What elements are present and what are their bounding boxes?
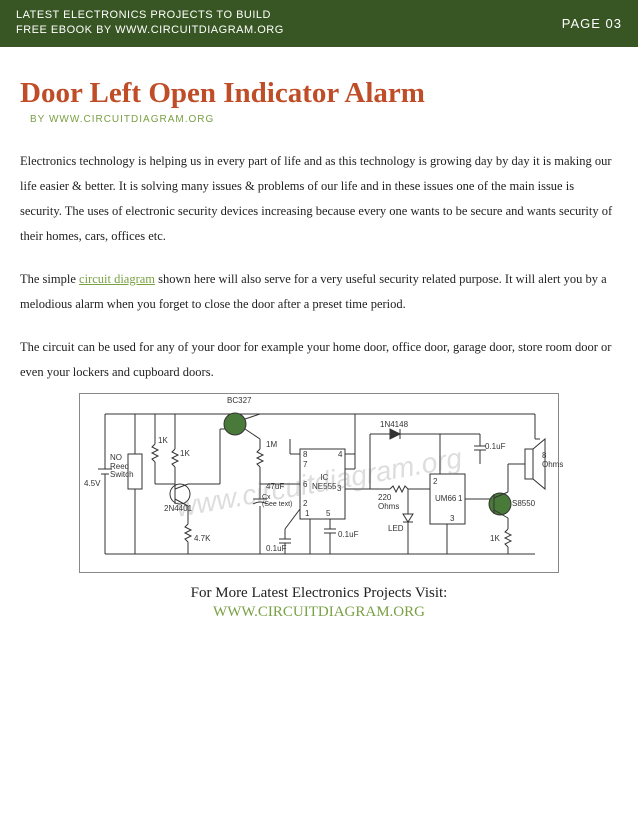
lbl-01a: 0.1uF (266, 544, 286, 553)
lbl-01b: 0.1uF (338, 530, 358, 539)
lbl-45v: 4.5V (84, 479, 100, 488)
lbl-p2: 2 (303, 499, 307, 508)
lbl-p5: 5 (326, 509, 330, 518)
article-title: Door Left Open Indicator Alarm (20, 77, 618, 110)
lbl-um3: 3 (450, 514, 454, 523)
lbl-1k-c: 1K (490, 534, 500, 543)
header-line2: FREE EBOOK BY WWW.CIRCUITDIAGRAM.ORG (16, 23, 284, 38)
lbl-1n4148: 1N4148 (380, 420, 408, 429)
content-area: Door Left Open Indicator Alarm BY WWW.CI… (0, 47, 638, 631)
circuit-diagram: BC327 NO Reed Switch 4.5V 1K 1K 2N4401 4… (79, 393, 559, 573)
footer-link[interactable]: WWW.CIRCUITDIAGRAM.ORG (20, 604, 618, 621)
paragraph-1: Electronics technology is helping us in … (20, 149, 618, 249)
header-line1: LATEST ELECTRONICS PROJECTS TO BUILD (16, 8, 284, 23)
circuit-diagram-wrap: BC327 NO Reed Switch 4.5V 1K 1K 2N4401 4… (79, 393, 559, 573)
footer-text: For More Latest Electronics Projects Vis… (20, 585, 618, 602)
lbl-p3: 3 (337, 484, 341, 493)
paragraph-2: The simple circuit diagram shown here wi… (20, 267, 618, 317)
lbl-um2: 2 (433, 477, 437, 486)
circuit-diagram-link[interactable]: circuit diagram (79, 272, 155, 286)
lbl-01c: 0.1uF (485, 442, 505, 451)
lbl-bc327: BC327 (227, 396, 251, 405)
byline: BY WWW.CIRCUITDIAGRAM.ORG (30, 114, 618, 125)
lbl-1k-a: 1K (158, 436, 168, 445)
lbl-cx: Cx (See text) (262, 494, 292, 509)
header-bar: LATEST ELECTRONICS PROJECTS TO BUILD FRE… (0, 0, 638, 47)
page-number: PAGE 03 (562, 16, 622, 31)
lbl-1k-b: 1K (180, 449, 190, 458)
lbl-47uf: 47uF (266, 482, 284, 491)
lbl-p4: 4 (338, 450, 342, 459)
lbl-s8550: S8550 (512, 499, 535, 508)
paragraph-3: The circuit can be used for any of your … (20, 335, 618, 385)
lbl-reed: NO Reed Switch (110, 454, 134, 480)
lbl-p8: 8 (303, 450, 307, 459)
lbl-47k: 4.7K (194, 534, 210, 543)
p2-pre: The simple (20, 272, 79, 286)
lbl-um1: 1 (458, 494, 462, 503)
lbl-220: 220 Ohms (378, 494, 399, 512)
lbl-1m: 1M (266, 440, 277, 449)
lbl-spk: 8 Ohms (542, 452, 563, 470)
lbl-p7: 7 (303, 460, 307, 469)
lbl-p1: 1 (305, 509, 309, 518)
lbl-2n4401: 2N4401 (164, 504, 192, 513)
header-left: LATEST ELECTRONICS PROJECTS TO BUILD FRE… (16, 8, 284, 39)
lbl-p6: 6 (303, 480, 307, 489)
lbl-ic: IC NE555 (312, 474, 336, 492)
lbl-um66: UM66 (435, 494, 456, 503)
lbl-led: LED (388, 524, 404, 533)
